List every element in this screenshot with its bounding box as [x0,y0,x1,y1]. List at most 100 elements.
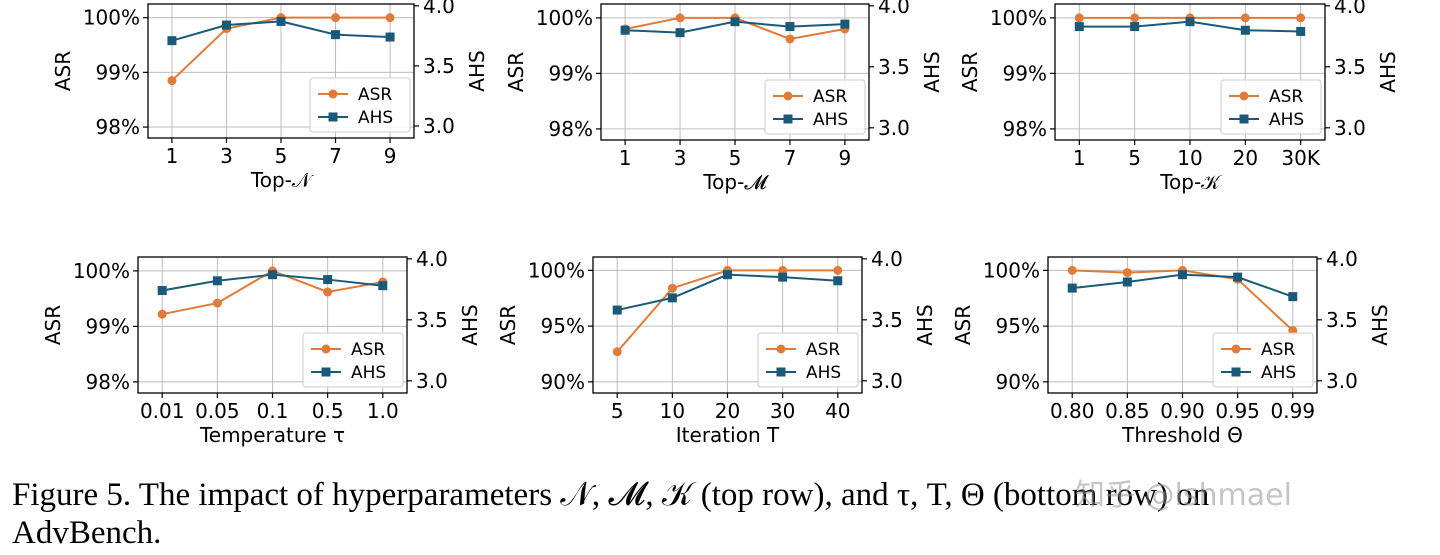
y-left-tick-label: 100% [83,6,140,30]
y-left-tick-label: 95% [996,314,1040,338]
legend-marker-ahs [1239,114,1249,124]
data-point-ahs [785,22,795,32]
legend: ASR AHS [1212,332,1314,388]
legend-label-asr: ASR [351,340,385,360]
legend-marker-asr [776,344,786,354]
data-point-ahs [1074,22,1084,32]
y-right-tick-label: 4.0 [1334,0,1366,18]
y-left-tick-label: 98% [96,115,140,139]
y-left-tick-label: 99% [549,61,593,85]
y-left-tick-label: 99% [86,314,130,338]
x-tick-label: 0.80 [1050,399,1095,423]
chart-panel-1: 1 3 5 7 9 98% 99% 100% 3.0 3.5 4.0 Top-𝒩 ASR AHS ASR AH… [51,0,489,192]
x-tick-label: 0.90 [1160,399,1205,423]
legend: ASR AHS [302,332,404,388]
x-tick-label: 0.01 [140,399,185,423]
x-tick-label: 0.05 [195,399,240,423]
data-point-ahs [1122,277,1132,287]
data-point-ahs [1067,283,1077,293]
data-point-ahs [378,281,388,291]
y-left-tick-label: 100% [528,258,585,282]
x-tick-label: 5 [1128,146,1141,170]
x-tick-label: 9 [384,144,397,168]
y-left-axis-title: ASR [496,305,520,345]
legend-label-asr: ASR [358,85,392,105]
y-left-tick-label: 98% [1003,117,1047,141]
data-point-ahs [730,17,740,27]
data-point-ahs [675,28,685,38]
legend-marker-ahs [1231,367,1241,377]
y-right-tick-label: 4.0 [423,0,455,18]
data-point-asr [675,13,685,23]
data-point-ahs [385,32,395,42]
x-tick-label: 1.0 [367,399,399,423]
data-point-ahs [212,276,222,286]
x-tick-label: 5 [611,399,624,423]
data-point-ahs [323,275,333,285]
y-left-tick-label: 98% [549,117,593,141]
data-point-ahs [268,270,277,280]
data-point-asr [157,309,167,319]
y-right-tick-label: 3.0 [416,369,448,393]
y-left-tick-label: 99% [1003,61,1047,85]
x-tick-label: 40 [825,399,850,423]
legend-marker-asr [328,89,338,99]
y-left-tick-label: 90% [541,370,585,394]
legend-marker-asr [1239,91,1249,101]
y-right-tick-label: 4.0 [871,247,903,271]
legend: ASR AHS [757,332,859,388]
data-point-asr [1240,13,1250,23]
legend-label-asr: ASR [1261,340,1295,360]
y-right-tick-label: 3.5 [878,55,910,79]
data-point-asr [833,265,843,275]
data-point-ahs [331,30,341,40]
legend: ASR AHS [1220,79,1322,135]
x-tick-label: 10 [1177,146,1202,170]
data-point-ahs [840,19,850,29]
data-point-asr [1296,13,1306,23]
data-point-asr [323,287,333,297]
x-tick-label: 3 [220,144,233,168]
x-tick-label: 7 [784,146,797,170]
y-left-tick-label: 90% [996,370,1040,394]
legend-marker-ahs [328,112,338,122]
y-left-axis-title: ASR [951,305,975,345]
data-point-asr [1122,268,1132,278]
legend-label-ahs: AHS [1269,110,1304,130]
x-tick-label: 20 [1233,146,1258,170]
data-point-asr [385,13,395,23]
data-point-ahs [620,25,630,35]
y-left-tick-label: 95% [541,314,585,338]
y-left-axis-title: ASR [504,52,528,92]
y-left-tick-label: 98% [86,370,130,394]
x-tick-label: 10 [660,399,685,423]
data-point-ahs [1288,292,1298,302]
x-axis-title: Top-𝒩 [250,168,314,192]
x-axis-title: Temperature τ [199,423,345,447]
y-left-tick-label: 100% [990,6,1047,30]
y-right-tick-label: 3.0 [1326,369,1358,393]
y-right-tick-label: 3.0 [423,114,455,138]
data-point-asr [785,34,795,44]
data-point-asr [612,347,622,357]
x-tick-label: 3 [674,146,687,170]
y-right-axis-title: AHS [458,304,482,345]
y-left-axis-title: ASR [41,305,65,345]
data-point-asr [331,13,341,23]
x-axis-title: Top-𝒦 [1159,170,1222,194]
legend-marker-ahs [321,367,331,377]
y-right-tick-label: 3.0 [878,116,910,140]
x-tick-label: 0.1 [257,399,289,423]
data-point-ahs [221,20,231,30]
x-tick-label: 1 [619,146,632,170]
x-tick-label: 30 [770,399,795,423]
chart-panel-4: 0.01 0.05 0.1 0.5 1.0 98% 99% 100% 3.0 3.5 4.0 Temp… [41,247,482,447]
y-left-tick-label: 100% [983,258,1040,282]
y-right-tick-label: 3.5 [1334,55,1366,79]
x-axis-title: Iteration T [676,423,780,447]
y-left-axis-title: ASR [51,51,75,91]
data-point-ahs [667,293,677,303]
legend-label-ahs: AHS [813,110,848,130]
y-right-tick-label: 3.0 [1334,116,1366,140]
